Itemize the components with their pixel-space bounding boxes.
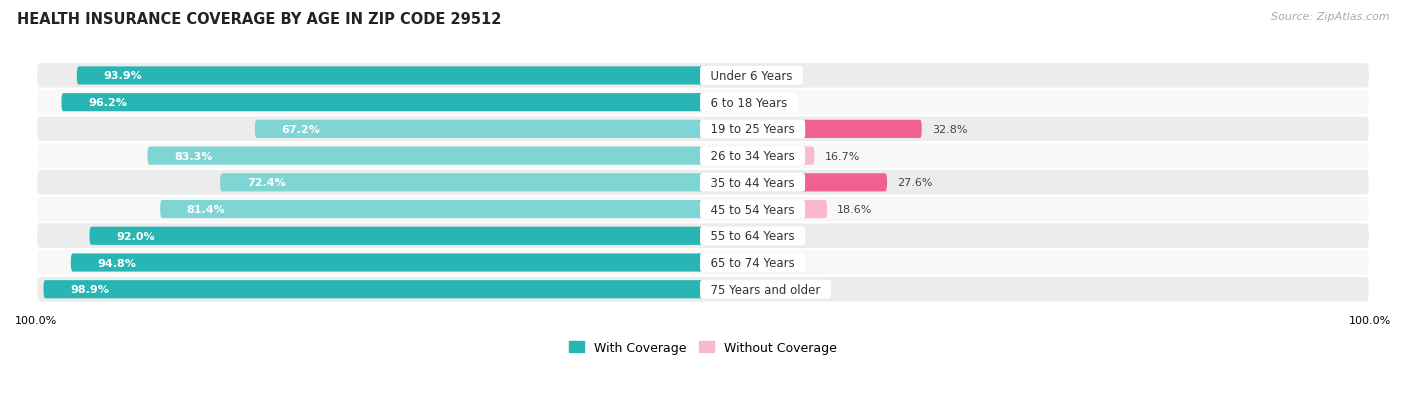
Text: 45 to 54 Years: 45 to 54 Years <box>703 203 803 216</box>
FancyBboxPatch shape <box>254 121 703 139</box>
FancyBboxPatch shape <box>37 90 1369 116</box>
Text: 26 to 34 Years: 26 to 34 Years <box>703 150 803 163</box>
FancyBboxPatch shape <box>77 67 703 85</box>
Text: 93.9%: 93.9% <box>104 71 142 81</box>
Text: 67.2%: 67.2% <box>281 125 321 135</box>
Text: 6.1%: 6.1% <box>754 71 782 81</box>
Text: 83.3%: 83.3% <box>174 151 212 161</box>
FancyBboxPatch shape <box>37 170 1369 196</box>
FancyBboxPatch shape <box>37 143 1369 170</box>
FancyBboxPatch shape <box>62 94 703 112</box>
Text: 6 to 18 Years: 6 to 18 Years <box>703 96 794 109</box>
FancyBboxPatch shape <box>703 67 744 85</box>
Text: 72.4%: 72.4% <box>247 178 285 188</box>
Text: 18.6%: 18.6% <box>837 204 872 214</box>
FancyBboxPatch shape <box>148 147 703 165</box>
FancyBboxPatch shape <box>90 227 703 245</box>
FancyBboxPatch shape <box>37 196 1369 223</box>
Text: 19 to 25 Years: 19 to 25 Years <box>703 123 803 136</box>
Text: 98.9%: 98.9% <box>70 285 110 294</box>
FancyBboxPatch shape <box>703 147 814 165</box>
Text: 81.4%: 81.4% <box>187 204 225 214</box>
Text: 1.1%: 1.1% <box>720 285 748 294</box>
Legend: With Coverage, Without Coverage: With Coverage, Without Coverage <box>564 336 842 359</box>
FancyBboxPatch shape <box>44 280 703 299</box>
FancyBboxPatch shape <box>703 200 827 218</box>
FancyBboxPatch shape <box>703 94 728 112</box>
FancyBboxPatch shape <box>70 254 703 272</box>
FancyBboxPatch shape <box>37 276 1369 303</box>
FancyBboxPatch shape <box>37 63 1369 90</box>
Text: 32.8%: 32.8% <box>932 125 967 135</box>
FancyBboxPatch shape <box>37 223 1369 249</box>
Text: 92.0%: 92.0% <box>117 231 155 241</box>
Text: 96.2%: 96.2% <box>89 98 127 108</box>
FancyBboxPatch shape <box>703 280 710 299</box>
Text: 75 Years and older: 75 Years and older <box>703 283 828 296</box>
Text: Source: ZipAtlas.com: Source: ZipAtlas.com <box>1271 12 1389 22</box>
Text: 65 to 74 Years: 65 to 74 Years <box>703 256 803 269</box>
FancyBboxPatch shape <box>160 200 703 218</box>
Text: 16.7%: 16.7% <box>824 151 859 161</box>
Text: 8.0%: 8.0% <box>766 231 794 241</box>
Text: 94.8%: 94.8% <box>97 258 136 268</box>
FancyBboxPatch shape <box>37 116 1369 143</box>
FancyBboxPatch shape <box>703 121 922 139</box>
FancyBboxPatch shape <box>703 254 738 272</box>
FancyBboxPatch shape <box>37 249 1369 276</box>
Text: 3.8%: 3.8% <box>738 98 766 108</box>
FancyBboxPatch shape <box>703 227 756 245</box>
Text: 5.2%: 5.2% <box>748 258 776 268</box>
FancyBboxPatch shape <box>221 174 703 192</box>
Text: 35 to 44 Years: 35 to 44 Years <box>703 176 803 190</box>
FancyBboxPatch shape <box>703 174 887 192</box>
Text: HEALTH INSURANCE COVERAGE BY AGE IN ZIP CODE 29512: HEALTH INSURANCE COVERAGE BY AGE IN ZIP … <box>17 12 502 27</box>
Text: Under 6 Years: Under 6 Years <box>703 70 800 83</box>
Text: 27.6%: 27.6% <box>897 178 932 188</box>
Text: 55 to 64 Years: 55 to 64 Years <box>703 230 803 243</box>
